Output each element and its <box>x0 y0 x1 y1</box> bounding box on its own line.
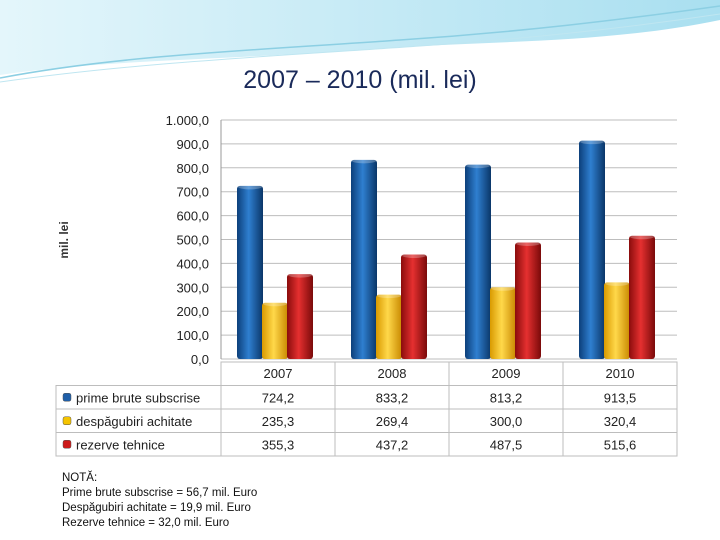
bars <box>237 139 655 359</box>
legend-label: rezerve tehnice <box>76 437 165 452</box>
bar-highlight <box>402 253 426 259</box>
note-line: Prime brute subscrise = 56,7 mil. Euro <box>62 487 258 499</box>
bar-highlight <box>491 285 515 291</box>
bar-prime-brute-subscrise <box>465 164 491 359</box>
category-label: 2008 <box>378 366 407 381</box>
data-table: 2007 2008 2009 2010 prime brute subscrise 724… <box>55 361 678 457</box>
bar-rezerve-tehnice <box>401 254 427 359</box>
category-label: 2010 <box>606 366 635 381</box>
category-label: 2009 <box>492 366 521 381</box>
note-line: Rezerve tehnice = 32,0 mil. Euro <box>62 517 230 529</box>
note: NOTĂ: Prime brute subscrise = 56,7 mil. … <box>62 471 257 531</box>
bar-rezerve-tehnice <box>515 242 541 359</box>
legend-swatch <box>62 393 72 402</box>
bar-prime-brute-subscrise <box>351 159 377 359</box>
y-tick-label: 300,0 <box>176 280 209 295</box>
bar-rezerve-tehnice <box>287 274 313 359</box>
y-tick-label: 500,0 <box>176 233 209 248</box>
y-tick-label: 100,0 <box>176 328 209 343</box>
page-title: 2007 – 2010 (mil. lei) <box>243 66 477 94</box>
data-label: 515,6 <box>604 437 637 452</box>
bar-despăgubiri-achitate <box>490 287 516 359</box>
y-axis-ticks: 0,0 100,0 200,0 300,0 400,0 500,0 600,0 700,0 80… <box>166 113 209 367</box>
legend-swatch <box>62 440 72 449</box>
bar-highlight <box>466 163 490 169</box>
category-label: 2007 <box>264 366 293 381</box>
bar-highlight <box>516 240 540 246</box>
header-wave-line <box>0 13 720 83</box>
y-tick-label: 400,0 <box>176 256 209 271</box>
y-tick-label: 1.000,0 <box>166 113 209 128</box>
bar-rezerve-tehnice <box>629 235 655 359</box>
bar-despăgubiri-achitate <box>376 294 402 359</box>
y-tick-label: 700,0 <box>176 185 209 200</box>
legend-label: prime brute subscrise <box>76 390 200 405</box>
y-axis-label: mil. lei <box>57 221 71 258</box>
note-heading: NOTĂ: <box>62 472 98 484</box>
y-tick-label: 200,0 <box>176 304 209 319</box>
bar-highlight <box>352 158 376 164</box>
data-label: 355,3 <box>262 437 295 452</box>
data-label: 269,4 <box>376 414 409 429</box>
data-label: 813,2 <box>490 390 523 405</box>
bar-highlight <box>288 272 312 278</box>
data-label: 487,5 <box>490 437 523 452</box>
bar-highlight <box>580 139 604 145</box>
data-label: 913,5 <box>604 390 637 405</box>
note-line: Despăgubiri achitate = 19,9 mil. Euro <box>62 502 251 514</box>
data-label: 833,2 <box>376 390 409 405</box>
bar-highlight <box>377 293 401 299</box>
data-label: 235,3 <box>262 414 295 429</box>
bar-despăgubiri-achitate <box>604 282 630 359</box>
bar-despăgubiri-achitate <box>262 302 288 359</box>
data-label: 300,0 <box>490 414 523 429</box>
bar-prime-brute-subscrise <box>237 185 263 359</box>
bar-highlight <box>238 184 262 190</box>
y-tick-label: 800,0 <box>176 161 209 176</box>
header-wave-line <box>0 5 720 79</box>
legend-swatch <box>62 416 72 425</box>
bar-highlight <box>263 301 287 307</box>
bar-highlight <box>605 280 629 286</box>
data-label: 724,2 <box>262 390 295 405</box>
bar-prime-brute-subscrise <box>579 140 605 359</box>
data-label: 437,2 <box>376 437 409 452</box>
y-tick-label: 900,0 <box>176 137 209 152</box>
legend-label: despăgubiri achitate <box>76 414 192 429</box>
y-tick-label: 600,0 <box>176 209 209 224</box>
header-wave-decoration <box>0 0 720 75</box>
data-label: 320,4 <box>604 414 637 429</box>
bar-highlight <box>630 234 654 240</box>
y-tick-label: 0,0 <box>191 352 209 367</box>
